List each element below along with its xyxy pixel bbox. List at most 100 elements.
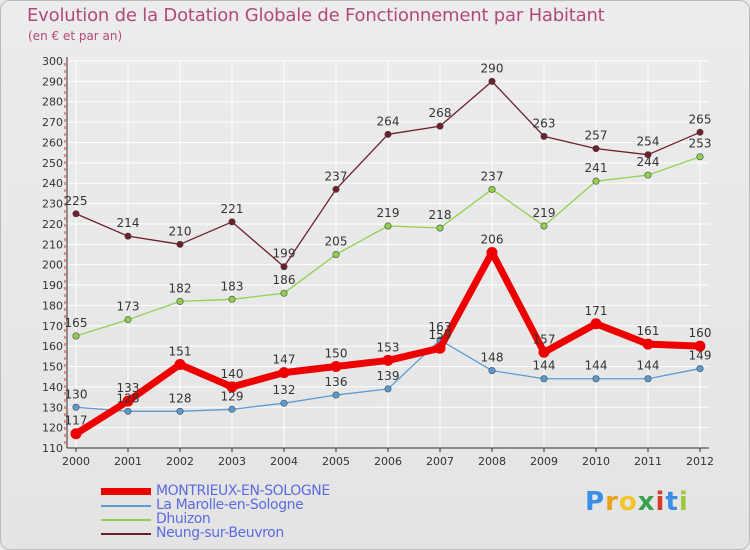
data-point xyxy=(436,224,444,232)
data-label: 206 xyxy=(481,232,504,246)
data-point xyxy=(488,77,496,85)
data-label: 244 xyxy=(637,155,660,169)
x-tick-label: 2001 xyxy=(114,455,142,468)
data-point xyxy=(72,332,80,340)
data-label: 144 xyxy=(585,359,608,373)
x-tick-label: 2011 xyxy=(634,455,662,468)
data-label: 237 xyxy=(325,169,348,183)
y-tick-label: 240 xyxy=(42,177,63,190)
data-point xyxy=(644,151,652,159)
data-point xyxy=(176,240,184,248)
data-point xyxy=(72,403,80,411)
y-tick-label: 140 xyxy=(42,381,63,394)
x-tick-label: 2012 xyxy=(686,455,714,468)
data-point xyxy=(540,222,548,230)
proxiti-logo: Proxiti xyxy=(585,487,689,517)
data-point xyxy=(280,263,288,271)
data-label: 157 xyxy=(533,332,556,346)
data-label: 218 xyxy=(429,208,452,222)
data-label: 265 xyxy=(689,112,712,126)
y-tick-label: 300 xyxy=(42,55,63,68)
data-point xyxy=(488,185,496,193)
data-label: 132 xyxy=(273,383,296,397)
data-point xyxy=(332,251,340,259)
data-point xyxy=(278,367,290,379)
data-point xyxy=(694,340,706,352)
x-tick-label: 2008 xyxy=(478,455,506,468)
data-point xyxy=(228,218,236,226)
data-point xyxy=(122,395,134,407)
data-point xyxy=(176,297,184,305)
data-label: 133 xyxy=(117,381,140,395)
data-point xyxy=(228,405,236,413)
data-label: 264 xyxy=(377,114,400,128)
data-label: 161 xyxy=(637,324,660,338)
data-label: 182 xyxy=(169,281,192,295)
legend-swatch xyxy=(101,488,151,495)
logo-letter: i xyxy=(655,487,666,517)
data-label: 128 xyxy=(117,391,140,405)
data-label: 165 xyxy=(65,316,88,330)
y-tick-label: 150 xyxy=(42,361,63,374)
data-label: 183 xyxy=(221,279,244,293)
logo-letter: i xyxy=(678,487,689,517)
data-label: 257 xyxy=(585,129,608,143)
y-tick-label: 250 xyxy=(42,157,63,170)
data-label: 144 xyxy=(637,359,660,373)
data-point xyxy=(642,338,654,350)
data-point xyxy=(330,361,342,373)
data-point xyxy=(486,246,498,258)
x-tick-label: 2002 xyxy=(166,455,194,468)
data-label: 205 xyxy=(325,235,348,249)
data-point xyxy=(332,185,340,193)
data-label: 151 xyxy=(169,344,192,358)
data-point xyxy=(382,354,394,366)
data-point xyxy=(332,391,340,399)
data-label: 144 xyxy=(533,359,556,373)
y-tick-label: 260 xyxy=(42,136,63,149)
data-label: 186 xyxy=(273,273,296,287)
data-label: 147 xyxy=(273,353,296,367)
legend-swatch xyxy=(101,533,151,535)
data-point xyxy=(540,375,548,383)
y-tick-label: 190 xyxy=(42,279,63,292)
data-point xyxy=(696,128,704,136)
data-label: 237 xyxy=(481,169,504,183)
data-point xyxy=(644,171,652,179)
data-point xyxy=(436,122,444,130)
data-label: 159 xyxy=(429,328,452,342)
legend-item: Dhuizon xyxy=(101,511,401,527)
data-point xyxy=(696,365,704,373)
data-label: 139 xyxy=(377,369,400,383)
data-label: 160 xyxy=(689,326,712,340)
data-point xyxy=(434,342,446,354)
logo-letter: r xyxy=(605,487,619,517)
data-label: 219 xyxy=(377,206,400,220)
data-point xyxy=(384,385,392,393)
legend-item: La Marolle-en-Sologne xyxy=(101,497,401,513)
logo-letter: x xyxy=(637,487,656,517)
y-tick-label: 290 xyxy=(42,75,63,88)
data-label: 117 xyxy=(65,414,88,428)
data-point xyxy=(174,358,186,370)
data-point xyxy=(488,367,496,375)
data-label: 153 xyxy=(377,340,400,354)
logo-letter: t xyxy=(665,487,679,517)
data-point xyxy=(226,381,238,393)
data-label: 263 xyxy=(533,116,556,130)
legend-item: Neung-sur-Beuvron xyxy=(101,525,401,541)
data-label: 173 xyxy=(117,300,140,314)
data-point xyxy=(124,407,132,415)
data-point xyxy=(384,222,392,230)
y-tick-label: 160 xyxy=(42,340,63,353)
data-label: 130 xyxy=(65,387,88,401)
data-label: 241 xyxy=(585,161,608,175)
data-label: 225 xyxy=(65,194,88,208)
legend-label: MONTRIEUX-EN-SOLOGNE xyxy=(156,483,330,499)
data-label: 253 xyxy=(689,137,712,151)
data-label: 268 xyxy=(429,106,452,120)
data-label: 290 xyxy=(481,61,504,75)
data-point xyxy=(70,428,82,440)
data-point xyxy=(696,153,704,161)
